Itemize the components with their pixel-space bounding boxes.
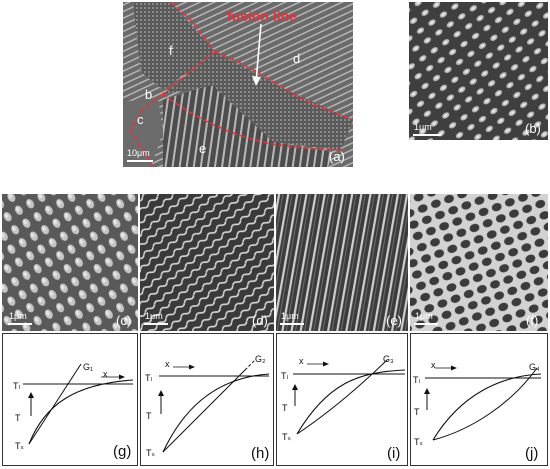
panel-a-scale-text: 10μm xyxy=(127,148,150,158)
panel-a-scale-bar xyxy=(127,160,153,162)
panel-e-scale-bar xyxy=(280,323,304,325)
graph-h-letter: (h) xyxy=(251,445,270,462)
graph-j-letter: (j) xyxy=(525,445,539,462)
graph-h: G₂ Tₗ T Tₛ x (h) xyxy=(140,333,274,466)
panel-c-scale-bar xyxy=(8,323,32,325)
panel-f-sem-image xyxy=(410,194,548,331)
panel-a-sem-image xyxy=(123,2,353,167)
panel-b-scale-bar xyxy=(413,134,441,136)
graph-h-lines xyxy=(158,358,270,453)
region-e-label: e xyxy=(199,141,207,156)
panel-d-micrograph: 1μm (d) xyxy=(140,194,274,331)
panel-e-scale-text: 1μm xyxy=(281,311,299,321)
graph-h-gradient: G₂ xyxy=(255,354,266,364)
graph-j-tl: Tₗ xyxy=(413,375,420,385)
graph-g-tl: Tₗ xyxy=(13,381,20,391)
graph-j-ts: Tₛ xyxy=(414,437,423,447)
graph-g-lines xyxy=(23,363,134,445)
panel-b-micrograph: 1μm (b) xyxy=(409,2,548,140)
panel-b-scale-text: 1μm xyxy=(414,122,432,132)
graph-h-t: T xyxy=(146,411,152,421)
graph-i-lines xyxy=(292,359,406,435)
panel-f-micrograph: 1μm (f) xyxy=(410,194,548,331)
panel-b-letter: (b) xyxy=(525,121,541,136)
graph-i-x: x xyxy=(299,356,304,366)
panel-d-scale-text: 1μm xyxy=(145,311,163,321)
panel-c-micrograph: 1μm (c) xyxy=(2,194,138,331)
graph-h-tl: Tₗ xyxy=(145,373,152,383)
panel-d-letter: (d) xyxy=(252,313,268,328)
panel-e-micrograph: 1μm (e) xyxy=(276,194,408,331)
graph-g-letter: (g) xyxy=(113,443,132,460)
region-d-label: d xyxy=(293,51,301,66)
region-c-label: c xyxy=(137,112,144,127)
panel-c-letter: (c) xyxy=(116,313,132,328)
graph-i-tl: Tₗ xyxy=(281,371,288,381)
graph-g-x: x xyxy=(103,369,108,379)
graph-g-ts: Tₛ xyxy=(15,441,24,451)
graph-g: G₁ Tₗ T Tₛ x (g) xyxy=(2,333,138,466)
panel-a-micrograph: fusion line f d b c e 10μm (a) xyxy=(123,2,353,167)
graph-j-t: T xyxy=(414,407,420,417)
graph-i-t: T xyxy=(282,403,288,413)
graph-i-gradient: G₃ xyxy=(383,354,394,364)
graph-h-ts: Tₛ xyxy=(146,448,155,458)
graph-h-x: x xyxy=(165,359,170,369)
panel-c-scale-text: 1μm xyxy=(9,311,27,321)
region-f-label: f xyxy=(169,43,173,58)
panel-f-scale-bar xyxy=(414,323,438,325)
graph-j-x: x xyxy=(431,360,436,370)
region-b-label: b xyxy=(145,87,153,102)
fusion-line-label: fusion line xyxy=(227,8,297,24)
panel-e-sem-image xyxy=(276,194,408,331)
panel-d-scale-bar xyxy=(144,323,168,325)
panel-d-sem-image xyxy=(140,194,274,331)
graph-g-gradient: G₁ xyxy=(83,362,94,372)
graph-g-t: T xyxy=(15,413,21,423)
panel-f-scale-text: 1μm xyxy=(415,311,433,321)
panel-b-sem-image xyxy=(409,2,548,140)
graph-i-letter: (i) xyxy=(387,445,401,462)
graph-i-ts: Tₛ xyxy=(282,432,291,442)
panel-e-letter: (e) xyxy=(386,313,402,328)
graph-j-gradient: G₄ xyxy=(529,362,540,372)
graph-j: G₄ Tₗ T Tₛ x (j) xyxy=(410,333,548,466)
panel-f-letter: (f) xyxy=(526,313,539,328)
panel-c-sem-image xyxy=(2,194,138,331)
panel-a-letter: (a) xyxy=(329,149,345,164)
graph-j-lines xyxy=(424,365,542,441)
graph-i: G₃ Tₗ T Tₛ x (i) xyxy=(276,333,408,466)
